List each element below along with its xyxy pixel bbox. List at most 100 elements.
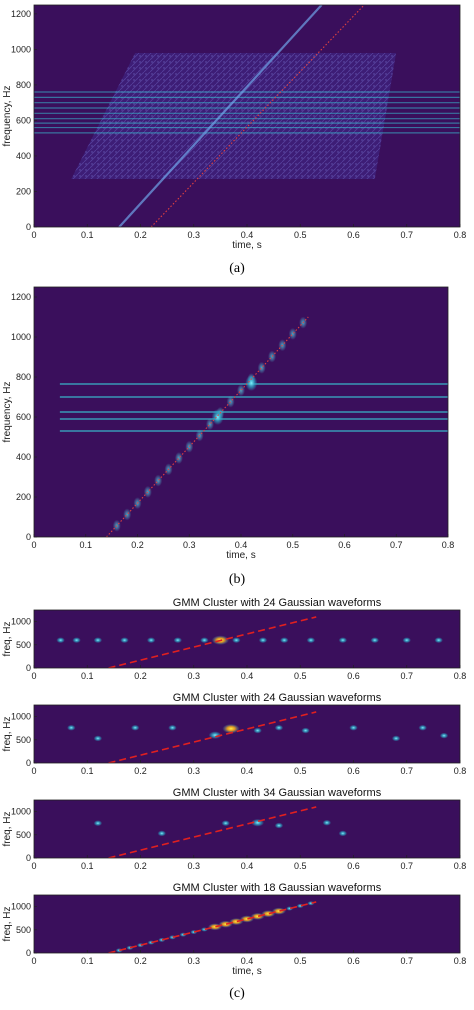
- gmm-blob: [130, 724, 140, 731]
- y-tick-label: 1000: [11, 332, 31, 342]
- y-tick-label: 0: [26, 948, 31, 958]
- x-tick-label: 0.5: [294, 766, 307, 776]
- x-tick-label: 0.1: [81, 956, 94, 966]
- x-tick-label: 0.4: [241, 956, 254, 966]
- chart-title: GMM Cluster with 24 Gaussian waveforms: [173, 692, 382, 704]
- chirp-gmm-blob: [240, 915, 254, 923]
- gmm-blob: [56, 637, 65, 644]
- gmm-blob: [120, 637, 129, 644]
- x-tick-label: 0.8: [454, 671, 467, 681]
- x-tick-label: 0.7: [400, 861, 413, 871]
- x-tick-label: 0.7: [400, 671, 413, 681]
- chirp-gmm-blob: [218, 920, 233, 928]
- y-tick-label: 0: [26, 222, 31, 232]
- y-tick-label: 400: [16, 452, 31, 462]
- plot-area-a: [34, 5, 460, 227]
- gmm-blob: [402, 637, 411, 644]
- chirp-blob: [154, 474, 163, 487]
- x-tick-label: 0.3: [187, 766, 200, 776]
- y-axis-label: freq, Hz: [2, 906, 13, 941]
- x-tick-label: 0: [31, 766, 36, 776]
- y-tick-label: 0: [26, 663, 31, 673]
- chart-title: GMM Cluster with 34 Gaussian waveforms: [173, 787, 382, 799]
- plot-background: [34, 610, 460, 668]
- bright-blob: [211, 409, 224, 425]
- y-axis-label: freq, Hz: [2, 811, 13, 846]
- chirp-gmm-blob: [261, 910, 276, 918]
- y-axis-label: frequency, Hz: [2, 382, 13, 443]
- gmm-blob: [391, 735, 401, 742]
- y-tick-label: 0: [26, 853, 31, 863]
- gmm-blob: [208, 731, 222, 739]
- x-tick-label: 0: [31, 540, 36, 550]
- x-tick-label: 0.2: [134, 230, 147, 240]
- x-tick-label: 0.4: [241, 766, 254, 776]
- chirp-line: [108, 616, 317, 668]
- x-tick-label: 0.1: [79, 540, 92, 550]
- gmm-blob: [221, 820, 230, 827]
- y-tick-label: 500: [16, 640, 31, 650]
- gmm-blob: [349, 724, 358, 731]
- y-tick-label: 1000: [11, 807, 31, 817]
- chirp-gmm-blob: [271, 907, 286, 915]
- gmm-blob: [93, 820, 103, 827]
- x-tick-label: 0.7: [400, 766, 413, 776]
- noise-band: [71, 52, 397, 180]
- y-tick-label: 1000: [11, 44, 31, 54]
- gmm-blob: [258, 637, 268, 644]
- x-tick-label: 0.5: [294, 671, 307, 681]
- x-tick-label: 0.6: [347, 861, 360, 871]
- gmm-blob: [280, 637, 289, 644]
- y-axis-label: freq, Hz: [2, 716, 13, 751]
- plot-area-c1: [34, 610, 460, 668]
- chirp-gmm-blob: [229, 918, 244, 926]
- chirp-blob: [226, 395, 235, 408]
- plot-background: [34, 705, 460, 763]
- x-tick-label: 0.2: [134, 861, 147, 871]
- y-tick-label: 500: [16, 830, 31, 840]
- x-tick-label: 0.2: [134, 671, 147, 681]
- y-tick-label: 500: [16, 735, 31, 745]
- x-tick-label: 0.7: [400, 956, 413, 966]
- y-tick-label: 800: [16, 372, 31, 382]
- chirp-blob: [237, 384, 245, 397]
- chirp-blob: [268, 350, 277, 363]
- caption-c: (c): [229, 986, 245, 1001]
- chirp-line: [108, 901, 317, 953]
- y-tick-label: 600: [16, 115, 31, 125]
- chirp-gmm-blob: [250, 912, 265, 920]
- y-tick-label: 1200: [11, 292, 31, 302]
- gmm-blob: [253, 727, 262, 734]
- x-tick-label: 0: [31, 230, 36, 240]
- x-tick-label: 0.2: [134, 956, 147, 966]
- y-tick-label: 400: [16, 151, 31, 161]
- caption-a: (a): [229, 261, 245, 276]
- chart-title: GMM Cluster with 18 Gaussian waveforms: [173, 882, 382, 894]
- x-tick-label: 0.8: [454, 766, 467, 776]
- plot-background: [34, 895, 460, 953]
- plot-area-c2: [34, 705, 460, 763]
- x-tick-label: 0.4: [241, 861, 254, 871]
- chirp-gmm-blob: [208, 923, 223, 931]
- gmm-blob: [274, 822, 284, 829]
- y-tick-label: 200: [16, 492, 31, 502]
- gmm-blob: [146, 637, 156, 644]
- gmm-blob: [173, 637, 182, 644]
- chirp-component: [118, 5, 323, 227]
- x-tick-label: 0.8: [454, 956, 467, 966]
- gmm-blob: [72, 637, 81, 644]
- x-tick-label: 0.5: [294, 861, 307, 871]
- chirp-blob: [123, 508, 132, 521]
- gmm-blob: [157, 830, 166, 837]
- gmm-blob: [200, 637, 209, 644]
- x-tick-label: 0.6: [338, 540, 351, 550]
- y-tick-label: 0: [26, 532, 31, 542]
- chart-c4: 0 0.1 0.2 0.3 0.4 0.5 0.6 0.7 0.8 0 500 1000 time, s…: [2, 882, 466, 977]
- gmm-blob: [168, 724, 177, 731]
- x-tick-label: 0: [31, 861, 36, 871]
- y-axis-label: freq, Hz: [2, 621, 13, 656]
- y-tick-label: 1000: [11, 712, 31, 722]
- gmm-blob: [370, 637, 379, 644]
